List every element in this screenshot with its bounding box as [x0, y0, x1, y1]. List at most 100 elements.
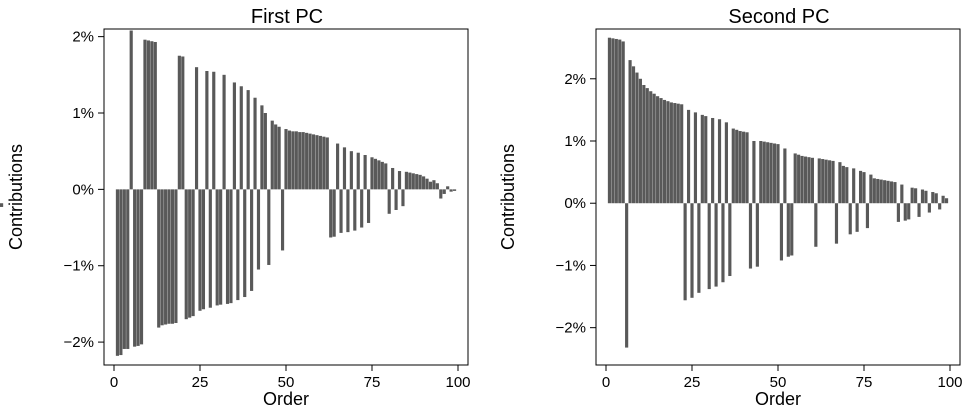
second-pc-bar — [896, 203, 900, 222]
second-pc-y-tick-label: 2% — [564, 71, 586, 88]
second-pc-x-tick-label: 0 — [602, 374, 610, 391]
second-pc-bar — [717, 119, 722, 204]
second-pc-bar — [0, 203, 4, 207]
first-pc-bar — [256, 189, 261, 270]
first-pc-bar — [370, 157, 374, 190]
first-pc-bar — [449, 189, 453, 192]
second-pc-bar — [618, 39, 622, 204]
first-pc-y-tick-label: 1% — [72, 105, 94, 122]
first-pc-bar — [418, 174, 422, 190]
second-pc-bar — [779, 203, 784, 261]
first-pc-bar — [253, 97, 257, 190]
second-pc-bar — [814, 203, 818, 247]
first-pc-bar — [239, 86, 243, 190]
second-pc-title: Second PC — [728, 6, 829, 28]
first-pc-bar — [139, 189, 144, 345]
first-pc-y-tick-label: −2% — [64, 334, 94, 351]
second-pc-bar — [666, 101, 670, 204]
second-pc-bar — [910, 187, 914, 204]
second-pc-bar — [690, 203, 694, 298]
second-pc-bar — [786, 203, 790, 257]
first-pc-bar — [115, 189, 120, 356]
second-pc-bar — [920, 189, 925, 204]
first-pc-bar — [287, 130, 292, 190]
first-pc-bar — [291, 131, 295, 190]
first-pc-bar — [366, 189, 371, 223]
second-pc-bar — [656, 96, 660, 204]
second-pc-bar — [828, 160, 832, 204]
first-pc-bar — [205, 71, 209, 190]
second-pc-bar — [817, 158, 821, 204]
second-pc-bar — [697, 203, 701, 293]
first-pc-bar — [411, 173, 415, 190]
second-pc-bar — [673, 103, 677, 204]
first-pc-bar — [167, 189, 171, 324]
second-pc-bar — [676, 103, 680, 204]
first-pc-bar — [229, 189, 233, 304]
second-pc-bar — [611, 38, 615, 204]
first-pc-bar — [160, 189, 164, 326]
first-pc-bar — [294, 131, 298, 190]
first-pc-y-tick-label: 2% — [72, 29, 94, 46]
first-pc-bar — [442, 189, 446, 194]
first-pc-y-axis-label: Contributions — [6, 144, 26, 250]
second-pc-bar — [907, 203, 911, 220]
first-pc-y-tick-label: −1% — [64, 258, 94, 275]
second-pc-bar — [845, 167, 849, 204]
second-pc-bar — [735, 129, 739, 204]
first-pc-bar — [363, 155, 367, 190]
first-pc-bar — [177, 55, 181, 190]
first-pc-bar — [332, 189, 336, 237]
second-pc-bar — [711, 117, 715, 204]
first-pc-bar — [401, 189, 405, 207]
first-pc-bar — [122, 189, 126, 349]
second-pc-bar — [883, 180, 887, 204]
second-pc-bar — [731, 128, 735, 204]
second-pc-bar — [707, 203, 711, 290]
first-pc-bar — [360, 189, 364, 228]
first-pc-bar — [373, 158, 378, 190]
second-pc-bar — [669, 102, 673, 204]
second-pc-bar — [625, 203, 629, 348]
second-pc-bar — [807, 157, 811, 204]
second-pc-bar — [704, 116, 708, 204]
first-pc-bar — [191, 189, 195, 317]
second-pc-panel: 0 25 50 75 100 −2% −1% 0% 1% 2% Second PC Order Cont… — [0, 6, 963, 408]
second-pc-bar — [772, 143, 777, 204]
second-pc-bar — [841, 165, 845, 204]
second-pc-bar — [938, 203, 942, 210]
second-pc-bar — [762, 141, 766, 204]
first-pc-bar — [129, 30, 133, 190]
first-pc-bar — [277, 126, 281, 190]
first-pc-bar — [184, 189, 188, 320]
second-pc-bar — [869, 174, 873, 204]
second-pc-bar — [693, 112, 698, 204]
first-pc-bar — [250, 189, 254, 291]
second-pc-bar — [652, 93, 656, 204]
first-pc-bar — [397, 171, 402, 190]
second-pc-bar — [941, 195, 945, 204]
first-pc-bar — [215, 189, 219, 306]
second-pc-x-axis-label: Order — [755, 389, 801, 408]
second-pc-bar — [686, 109, 691, 204]
second-pc-bar — [889, 181, 894, 204]
first-pc-bar — [222, 74, 226, 190]
second-pc-bar — [810, 157, 814, 204]
second-pc-bar — [724, 122, 728, 204]
first-pc-bar — [435, 183, 439, 190]
second-pc-bar — [742, 131, 746, 204]
first-pc-bar — [119, 189, 123, 356]
first-pc-bar — [267, 189, 271, 265]
first-pc-bar — [428, 181, 433, 190]
first-pc-bar — [225, 189, 230, 304]
first-pc-x-axis-label: Order — [263, 389, 309, 408]
first-pc-bars — [115, 30, 457, 356]
first-pc-bar — [318, 135, 322, 190]
first-pc-bar — [311, 134, 316, 190]
first-pc-bar — [404, 171, 408, 190]
second-pc-bar — [790, 203, 794, 256]
first-pc-bar — [446, 186, 450, 190]
first-pc-bar — [325, 137, 329, 190]
first-pc-bar — [339, 189, 343, 233]
